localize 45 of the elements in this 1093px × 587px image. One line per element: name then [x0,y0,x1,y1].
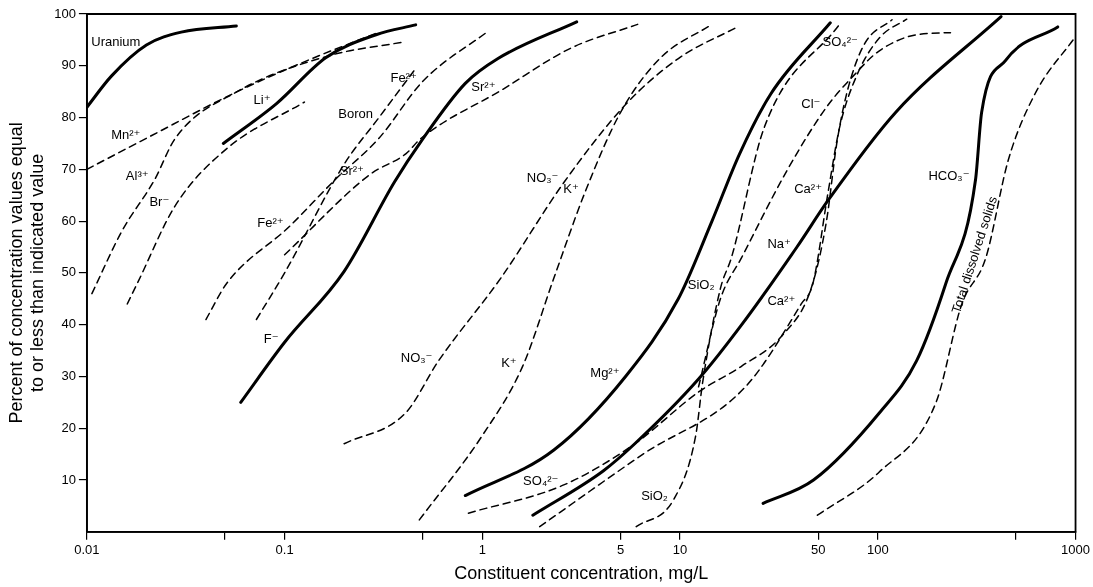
x-tick-label: 0.01 [74,542,100,558]
annotation: Al³⁺ [125,168,149,184]
annotation: SiO₂ [641,487,668,503]
annotation: Ca²⁺ [767,292,796,308]
annotation: Fe²⁺ [257,214,284,230]
annotation: SO₄²⁻ [523,473,559,489]
y-tick-label: 20 [61,419,76,435]
annotation: Li⁺ [253,92,271,108]
annotation: Cl⁻ [801,95,821,111]
x-tick-label: 0.1 [275,542,294,558]
annotation: Sr²⁺ [339,163,364,179]
x-tick-label: 1000 [1061,542,1090,558]
annotation: Boron [338,106,373,122]
annotation: Br⁻ [149,194,170,210]
x-tick-label: 10 [672,542,688,558]
y-tick-label: 10 [61,471,76,487]
x-tick-label: 5 [616,542,625,558]
y-tick-label: 40 [61,316,76,332]
x-tick-label: 1 [478,542,486,558]
x-tick-label: 100 [866,542,889,558]
y-tick-label: 70 [61,160,76,176]
annotation: Mn²⁺ [111,126,141,142]
annotation: Na⁺ [767,235,791,251]
annotation: SiO₂ [687,277,715,293]
annotation: Ca²⁺ [794,181,823,197]
annotation: Fe²⁺ [390,69,417,85]
annotation: Sr²⁺ [471,78,496,94]
y-tick-label: 50 [61,264,76,280]
annotation: SO₄²⁻ [822,33,858,49]
annotation: Mg²⁺ [590,365,620,381]
annotation: K⁺ [501,354,517,370]
y-tick-label: 100 [54,5,76,21]
annotation: NO₃⁻ [526,170,559,186]
y-tick-label: 90 [61,57,76,73]
y-axis-title: Percent of concentration values equal to or less than indicated value [5,122,48,424]
annotation: K⁺ [563,181,579,197]
annotation: HCO₃⁻ [928,168,970,184]
y-tick-label: 80 [61,109,76,125]
x-axis-title: Constituent concentration, mg/L [454,563,709,584]
y-tick-label: 60 [61,212,76,228]
annotation: F⁻ [263,330,279,346]
x-tick-label: 50 [811,542,826,558]
annotation: Uranium [91,33,141,49]
y-tick-label: 30 [61,368,76,384]
annotation: NO₃⁻ [400,349,433,365]
